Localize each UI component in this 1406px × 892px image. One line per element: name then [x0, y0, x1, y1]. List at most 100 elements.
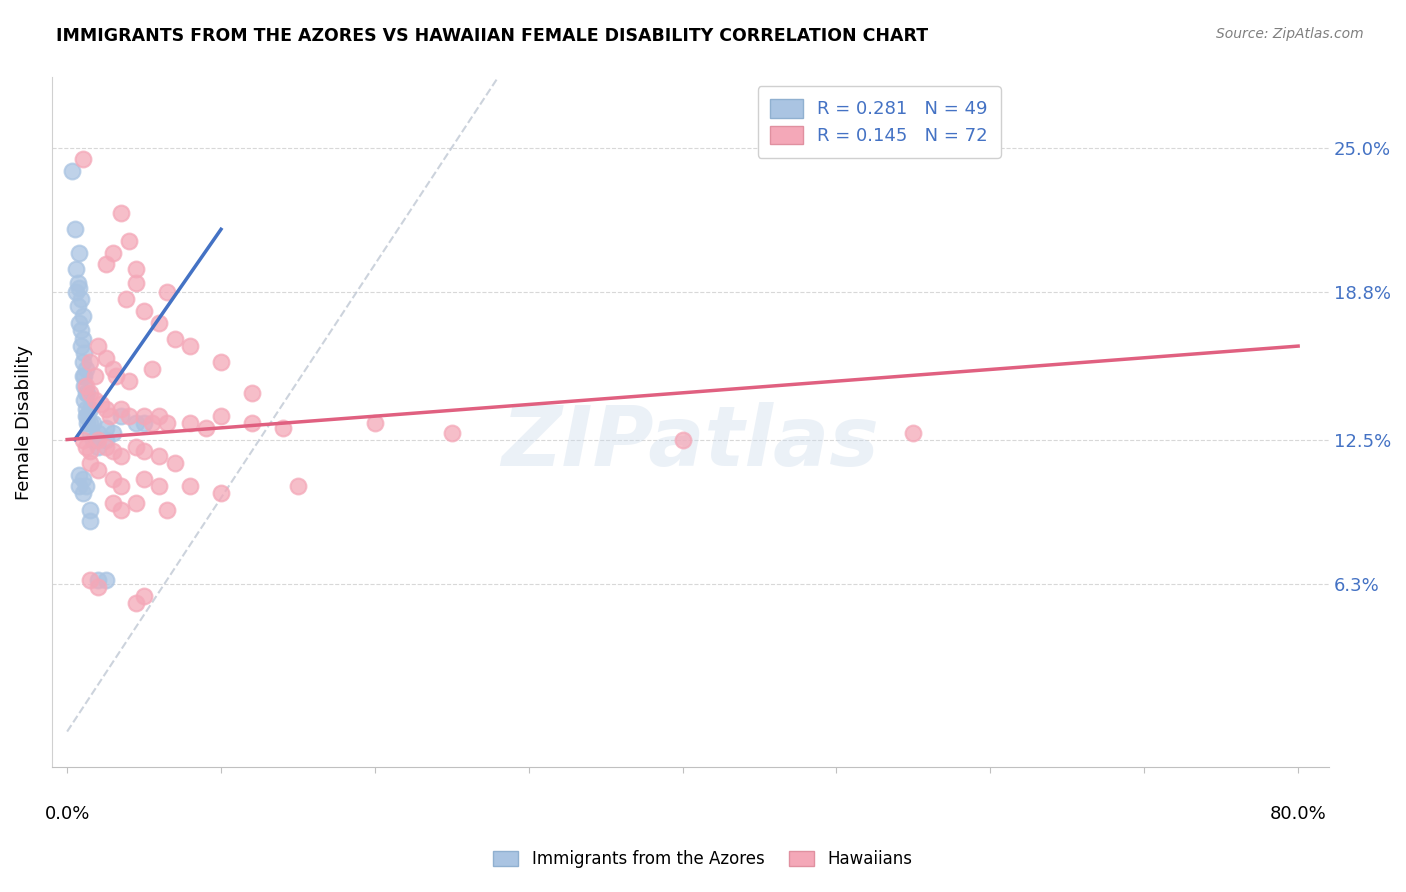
- Point: [63, 222, 86, 236]
- Point: [79, 416, 101, 430]
- Point: [148, 449, 170, 463]
- Point: [79, 402, 101, 417]
- Point: [125, 596, 148, 610]
- Point: [194, 421, 217, 435]
- Text: 80.0%: 80.0%: [1270, 805, 1326, 823]
- Point: [110, 479, 132, 493]
- Point: [79, 573, 101, 587]
- Point: [75, 479, 97, 493]
- Point: [69, 467, 91, 482]
- Point: [118, 409, 141, 424]
- Point: [240, 416, 263, 430]
- Point: [110, 206, 132, 220]
- Point: [103, 495, 125, 509]
- Point: [94, 402, 117, 417]
- Point: [72, 332, 94, 346]
- Point: [82, 433, 104, 447]
- Point: [125, 416, 148, 430]
- Point: [125, 262, 148, 277]
- Point: [83, 369, 105, 384]
- Text: Source: ZipAtlas.com: Source: ZipAtlas.com: [1216, 27, 1364, 41]
- Point: [73, 392, 96, 407]
- Point: [103, 362, 125, 376]
- Point: [79, 425, 101, 440]
- Point: [110, 402, 132, 417]
- Point: [148, 479, 170, 493]
- Point: [110, 502, 132, 516]
- Point: [79, 502, 101, 516]
- Point: [103, 425, 125, 440]
- Point: [87, 433, 110, 447]
- Point: [179, 339, 201, 353]
- Point: [287, 479, 309, 493]
- Point: [87, 425, 110, 440]
- Point: [209, 486, 232, 500]
- Point: [60, 164, 83, 178]
- Point: [73, 369, 96, 384]
- Point: [105, 369, 128, 384]
- Point: [73, 346, 96, 360]
- Point: [87, 573, 110, 587]
- Point: [118, 234, 141, 248]
- Y-axis label: Female Disability: Female Disability: [15, 344, 32, 500]
- Point: [69, 479, 91, 493]
- Point: [94, 351, 117, 365]
- Point: [72, 369, 94, 384]
- Point: [75, 440, 97, 454]
- Point: [156, 416, 179, 430]
- Point: [75, 409, 97, 424]
- Point: [94, 573, 117, 587]
- Point: [132, 304, 155, 318]
- Point: [103, 245, 125, 260]
- Point: [75, 385, 97, 400]
- Point: [69, 281, 91, 295]
- Point: [179, 416, 201, 430]
- Point: [110, 449, 132, 463]
- Point: [132, 409, 155, 424]
- Point: [94, 421, 117, 435]
- Point: [70, 323, 93, 337]
- Point: [87, 339, 110, 353]
- Point: [156, 502, 179, 516]
- Point: [118, 374, 141, 388]
- Legend: R = 0.281   N = 49, R = 0.145   N = 72: R = 0.281 N = 49, R = 0.145 N = 72: [758, 87, 1001, 158]
- Point: [87, 580, 110, 594]
- Point: [87, 463, 110, 477]
- Legend: Immigrants from the Azores, Hawaiians: Immigrants from the Azores, Hawaiians: [486, 844, 920, 875]
- Point: [79, 385, 101, 400]
- Point: [672, 433, 695, 447]
- Point: [72, 472, 94, 486]
- Point: [72, 152, 94, 166]
- Point: [82, 416, 104, 430]
- Point: [156, 285, 179, 300]
- Point: [132, 444, 155, 458]
- Point: [76, 409, 98, 424]
- Point: [125, 276, 148, 290]
- Point: [110, 409, 132, 424]
- Point: [114, 293, 136, 307]
- Point: [240, 385, 263, 400]
- Point: [163, 456, 186, 470]
- Point: [209, 409, 232, 424]
- Point: [72, 486, 94, 500]
- Point: [179, 479, 201, 493]
- Point: [125, 440, 148, 454]
- Point: [94, 433, 117, 447]
- Point: [125, 495, 148, 509]
- Point: [132, 472, 155, 486]
- Point: [66, 299, 89, 313]
- Point: [87, 440, 110, 454]
- Point: [148, 316, 170, 330]
- Point: [98, 409, 121, 424]
- Point: [65, 262, 87, 277]
- Point: [132, 589, 155, 603]
- Point: [79, 444, 101, 458]
- Point: [72, 309, 94, 323]
- Point: [94, 257, 117, 271]
- Point: [76, 416, 98, 430]
- Point: [94, 440, 117, 454]
- Point: [73, 379, 96, 393]
- Point: [440, 425, 463, 440]
- Point: [75, 402, 97, 417]
- Point: [69, 245, 91, 260]
